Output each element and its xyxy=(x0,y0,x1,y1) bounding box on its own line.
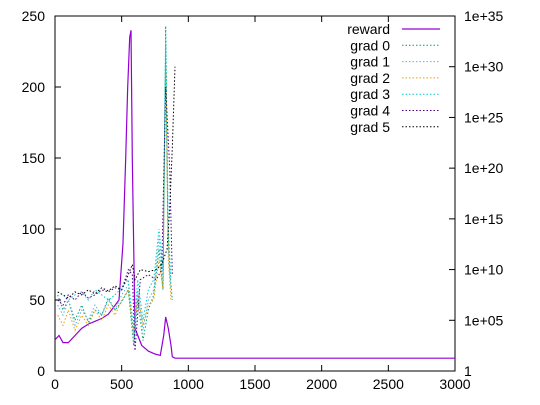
legend-label: grad 4 xyxy=(350,103,390,119)
plot-frame xyxy=(54,15,456,372)
series-line-grad-1 xyxy=(57,46,172,341)
y2-tick-label: 1e+10 xyxy=(464,262,504,278)
legend-label: reward xyxy=(347,21,390,37)
legend-label: grad 5 xyxy=(350,119,390,135)
y-tick-label: 200 xyxy=(22,79,46,95)
y2-tick-label: 1e+25 xyxy=(464,109,504,125)
y2-tick-label: 1 xyxy=(464,363,472,379)
x-tick-label: 2500 xyxy=(373,376,404,392)
x-tick-label: 1000 xyxy=(173,376,204,392)
legend-label: grad 1 xyxy=(350,54,390,70)
y-tick-label: 250 xyxy=(22,8,46,24)
y-tick-label: 100 xyxy=(22,221,46,237)
series-line-grad-4 xyxy=(57,86,173,351)
y-tick-label: 150 xyxy=(22,150,46,166)
y2-tick-label: 1e+35 xyxy=(464,8,504,24)
y2-tick-label: 1e+05 xyxy=(464,312,504,328)
y2-tick-label: 1e+20 xyxy=(464,160,504,176)
x-tick-label: 3000 xyxy=(439,376,470,392)
series-line-grad-5 xyxy=(57,66,176,299)
series-line-grad-2 xyxy=(57,66,172,336)
legend-label: grad 3 xyxy=(350,86,390,102)
y-tick-label: 50 xyxy=(29,292,45,308)
y2-tick-label: 1e+15 xyxy=(464,211,504,227)
legend-label: grad 0 xyxy=(350,37,390,53)
series-line-grad-3 xyxy=(57,36,172,331)
x-tick-label: 2000 xyxy=(306,376,337,392)
x-tick-label: 1500 xyxy=(239,376,270,392)
x-tick-label: 500 xyxy=(110,376,134,392)
legend-label: grad 2 xyxy=(350,70,390,86)
y-tick-label: 0 xyxy=(37,363,45,379)
series-line-reward xyxy=(54,30,455,359)
y2-tick-label: 1e+30 xyxy=(464,59,504,75)
series-line-grad-0 xyxy=(57,26,173,346)
x-tick-label: 0 xyxy=(51,376,59,392)
